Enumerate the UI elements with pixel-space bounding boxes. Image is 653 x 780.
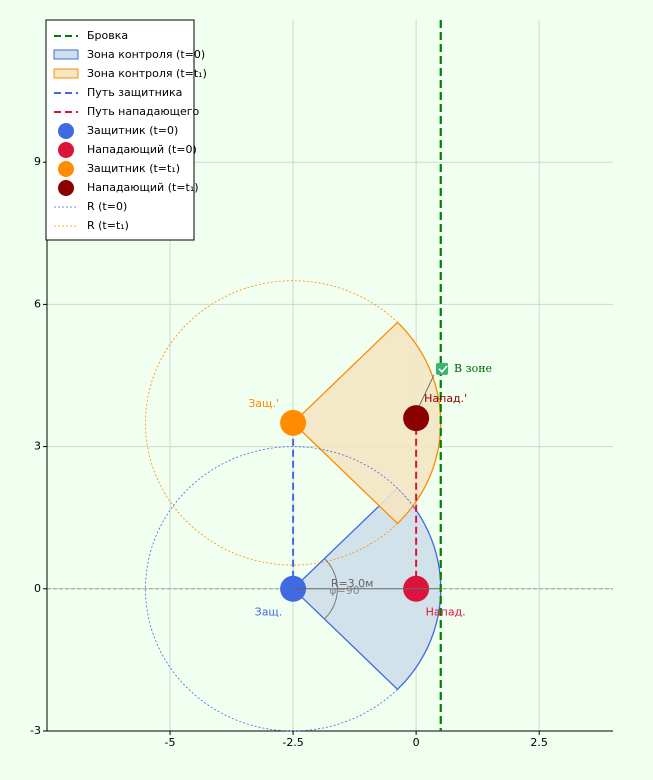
legend-swatch bbox=[58, 142, 74, 158]
annotation: φ=90° bbox=[329, 584, 365, 597]
legend-swatch bbox=[53, 68, 79, 79]
annotation: В зоне bbox=[454, 362, 492, 375]
legend-label: Нападающий (t=t₁) bbox=[87, 181, 199, 194]
legend-swatch bbox=[58, 123, 74, 139]
legend-swatch bbox=[53, 49, 79, 60]
legend-swatch bbox=[58, 180, 74, 196]
legend-label: Бровка bbox=[87, 29, 128, 42]
annotation: R=3.0м bbox=[331, 577, 374, 590]
player-point bbox=[403, 405, 430, 432]
legend-swatch bbox=[58, 161, 74, 177]
x-tick-label: 2.5 bbox=[530, 736, 548, 749]
y-tick-label: 0 bbox=[34, 582, 41, 595]
x-tick-label: 0 bbox=[413, 736, 420, 749]
annotation: Напад.' bbox=[424, 392, 467, 405]
x-tick-label: -2.5 bbox=[282, 736, 303, 749]
y-tick-label: 6 bbox=[34, 297, 41, 310]
legend-label: R (t=t₁) bbox=[87, 219, 129, 232]
y-tick-label: 3 bbox=[34, 440, 41, 453]
check-mark bbox=[438, 365, 448, 374]
legend-label: Защитник (t=0) bbox=[87, 124, 178, 137]
legend-label: Зона контроля (t=0) bbox=[87, 48, 205, 61]
legend-label: Защитник (t=t₁) bbox=[87, 162, 180, 175]
check-icon bbox=[436, 362, 449, 375]
annotation: Защ.' bbox=[248, 397, 279, 410]
annotation: Защ. bbox=[255, 606, 283, 619]
angle-arc bbox=[324, 558, 338, 620]
player-point bbox=[280, 409, 307, 436]
x-tick-label: -5 bbox=[165, 736, 176, 749]
legend-label: Нападающий (t=0) bbox=[87, 143, 197, 156]
legend-label: Путь защитника bbox=[87, 86, 182, 99]
legend-label: Зона контроля (t=t₁) bbox=[87, 67, 207, 80]
legend-label: Путь нападающего bbox=[87, 105, 200, 118]
y-tick-label: 9 bbox=[34, 155, 41, 168]
y-tick-label: -3 bbox=[30, 724, 41, 737]
annotation-arrow bbox=[418, 374, 435, 407]
legend-label: R (t=0) bbox=[87, 200, 127, 213]
annotation: Напад. bbox=[426, 606, 466, 619]
